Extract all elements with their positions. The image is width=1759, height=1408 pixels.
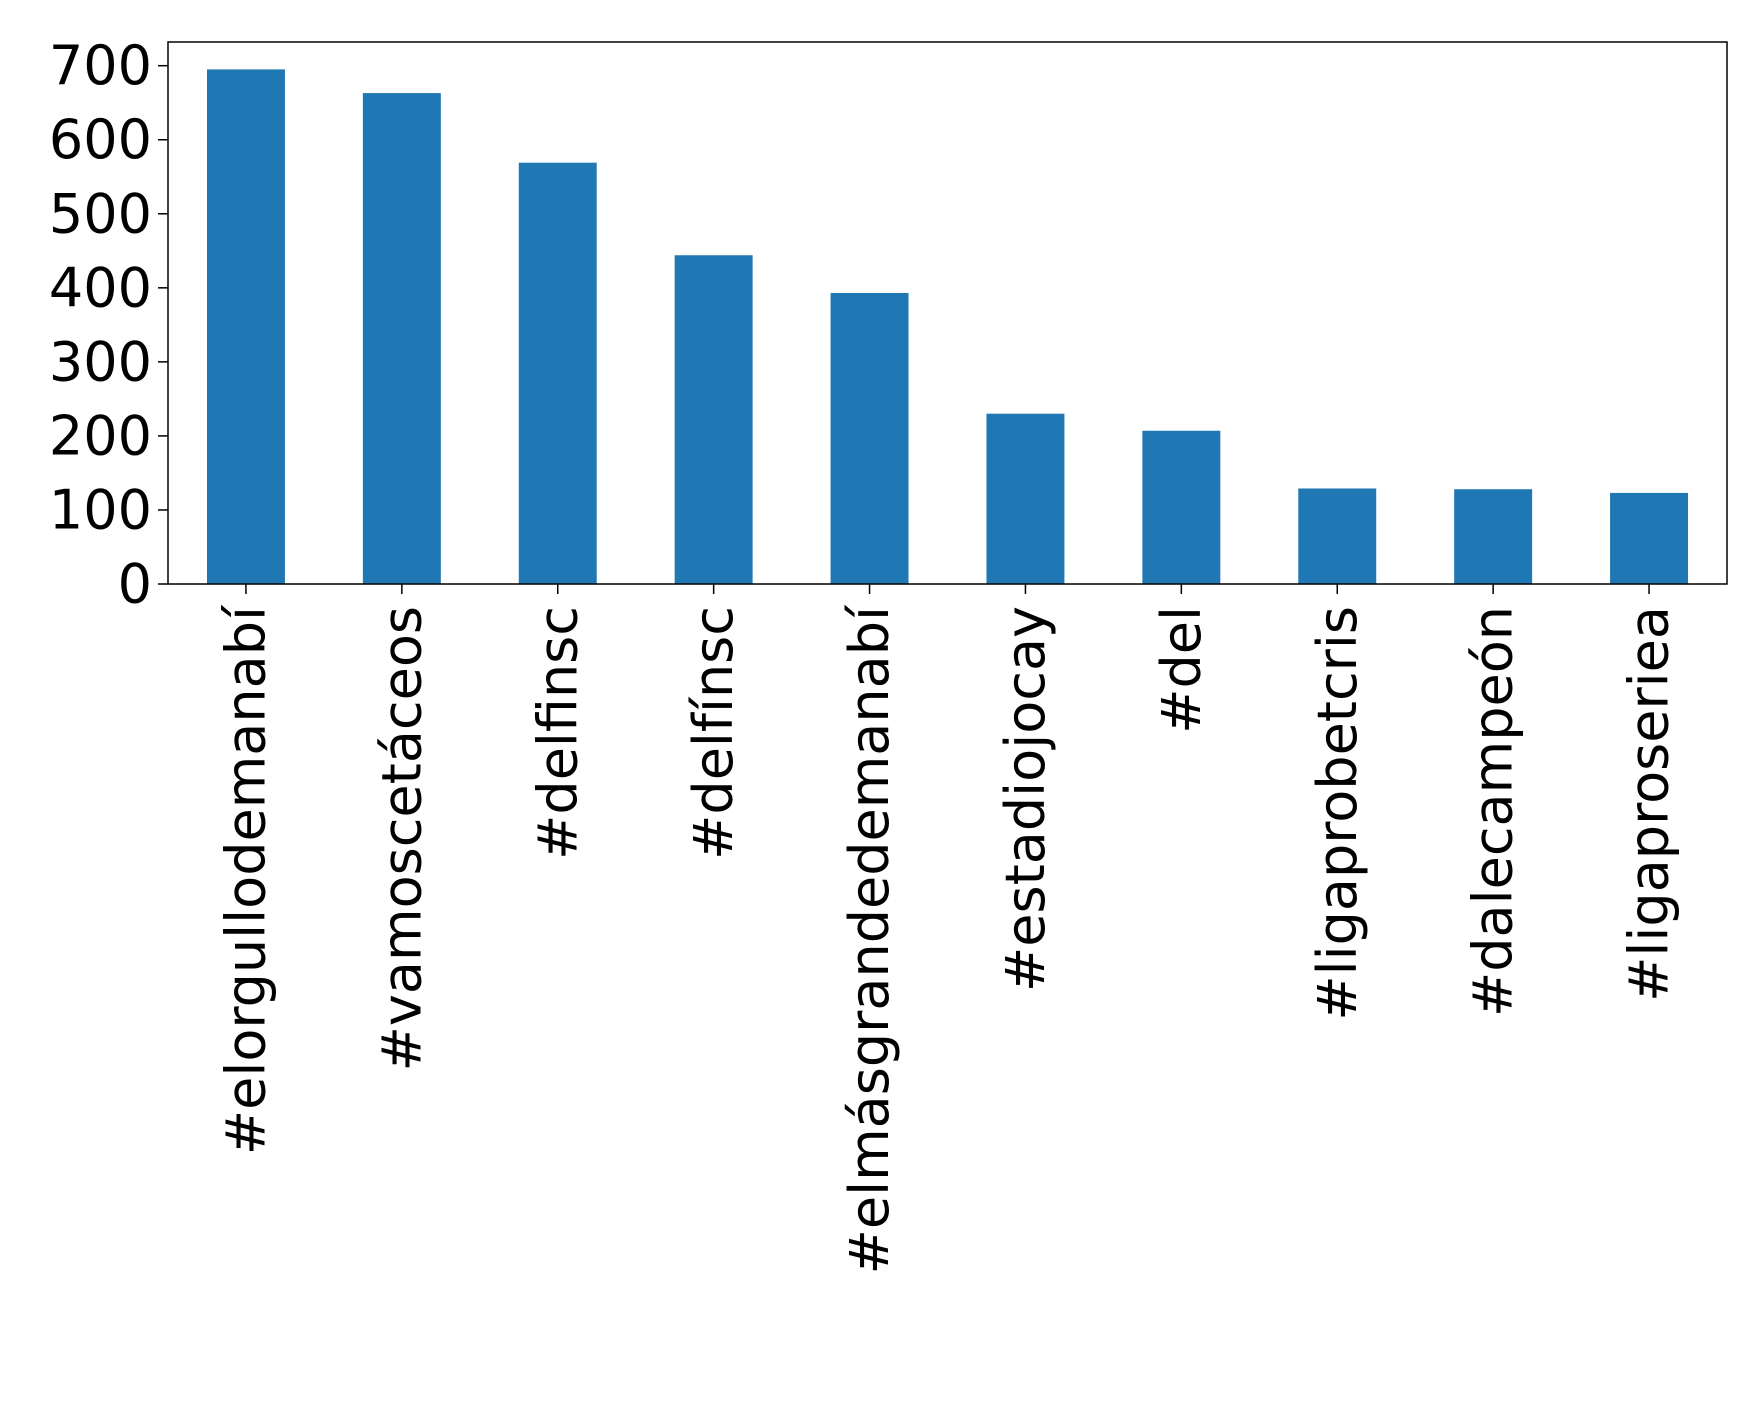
plot-area-frame: [167, 41, 1728, 585]
x-tick-label: #elmásgrandedemanabí: [838, 604, 901, 1274]
x-tick-label: #vamoscetáceos: [370, 606, 433, 1071]
bars-layer: [206, 69, 1689, 585]
y-tick-label: 400: [49, 256, 152, 319]
y-tick-label: 100: [49, 478, 152, 541]
bar: [674, 255, 753, 584]
y-tick-label: 500: [49, 182, 152, 245]
x-tick-label: #delfinsc: [526, 606, 589, 860]
x-tick-label: #elorgullodemanabí: [214, 604, 277, 1155]
bar: [1298, 488, 1377, 584]
x-tick-label: #ligaproseriea: [1618, 606, 1681, 1002]
y-tick-label: 300: [49, 330, 152, 393]
bar: [518, 162, 597, 584]
bar: [1142, 430, 1221, 584]
x-tick-label: #ligaprobetcris: [1306, 606, 1369, 1021]
y-axis: 0 100 200 300 400 500 600 700: [49, 34, 168, 616]
bar: [986, 413, 1065, 584]
x-tick-label: #delfínsc: [682, 606, 745, 860]
y-tick-label: 700: [49, 34, 152, 97]
y-tick-label: 600: [49, 108, 152, 171]
bar: [1454, 489, 1533, 584]
y-tick-label: 0: [118, 553, 152, 616]
bar: [1610, 492, 1689, 584]
x-tick-label: #dalecampeón: [1462, 606, 1525, 1017]
x-axis: #elorgullodemanabí #vamoscetáceos #delfins…: [214, 584, 1681, 1274]
y-tick-label: 200: [49, 404, 152, 467]
bar: [830, 293, 909, 584]
bar: [362, 93, 441, 585]
bar: [206, 69, 285, 584]
x-tick-label: #estadiojocay: [994, 606, 1057, 992]
x-tick-label: #del: [1150, 606, 1213, 734]
